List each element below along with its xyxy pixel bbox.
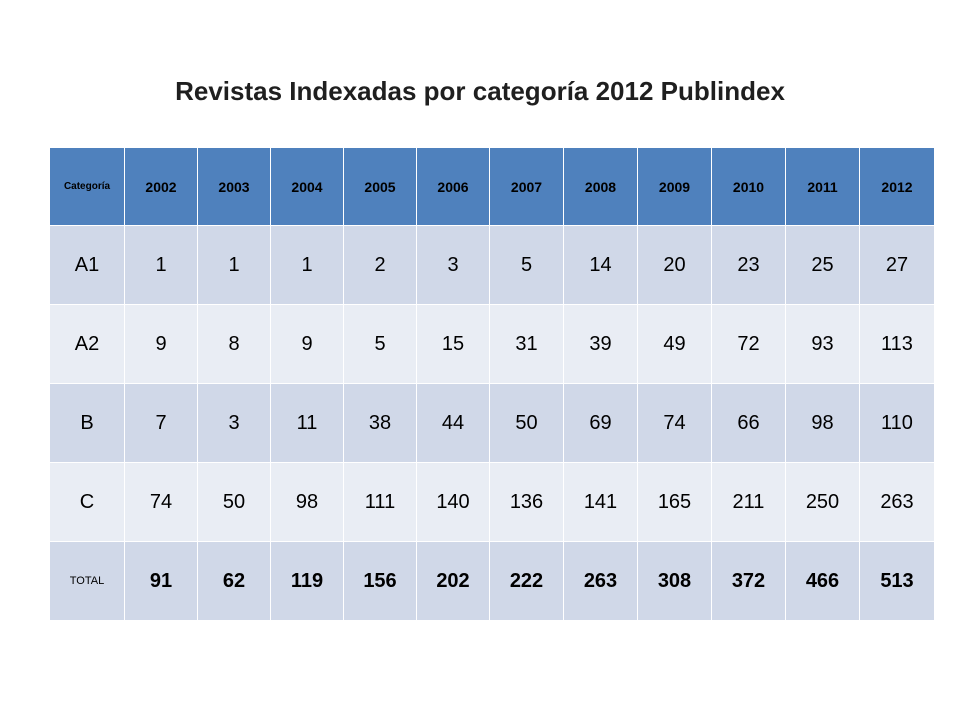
table-cell: 39 xyxy=(563,304,638,384)
table-row: C 74 50 98 111 140 136 141 165 211 250 263 xyxy=(49,462,935,542)
table-cell: 69 xyxy=(563,383,638,463)
header-year: 2004 xyxy=(270,147,344,226)
table-row: TOTAL 91 62 119 156 202 222 263 308 372 466 513 xyxy=(49,541,935,621)
table-cell: 136 xyxy=(489,462,564,542)
table-cell: 50 xyxy=(489,383,564,463)
table-cell: 308 xyxy=(637,541,712,621)
row-label: A1 xyxy=(49,225,125,305)
table-cell: 250 xyxy=(785,462,860,542)
data-table: Categoría 2002 2003 2004 2005 2006 2007 … xyxy=(49,147,935,621)
table-cell: 7 xyxy=(124,383,198,463)
table-cell: 98 xyxy=(785,383,860,463)
chart-title: Revistas Indexadas por categoría 2012 Pu… xyxy=(175,76,785,106)
table-cell: 113 xyxy=(859,304,935,384)
table-cell: 140 xyxy=(416,462,490,542)
header-row: Categoría 2002 2003 2004 2005 2006 2007 … xyxy=(49,147,935,226)
table-cell: 72 xyxy=(711,304,786,384)
table-cell: 31 xyxy=(489,304,564,384)
table-cell: 93 xyxy=(785,304,860,384)
table-cell: 165 xyxy=(637,462,712,542)
table-cell: 14 xyxy=(563,225,638,305)
header-year: 2006 xyxy=(416,147,490,226)
table-cell: 66 xyxy=(711,383,786,463)
table-cell: 513 xyxy=(859,541,935,621)
table-cell: 3 xyxy=(197,383,271,463)
table-cell: 119 xyxy=(270,541,344,621)
table-cell: 74 xyxy=(637,383,712,463)
table-cell: 98 xyxy=(270,462,344,542)
table-cell: 263 xyxy=(859,462,935,542)
table-cell: 156 xyxy=(343,541,417,621)
table-cell: 5 xyxy=(489,225,564,305)
table-cell: 211 xyxy=(711,462,786,542)
row-label: C xyxy=(49,462,125,542)
table-row: A1 1 1 1 2 3 5 14 20 23 25 27 xyxy=(49,225,935,305)
table-cell: 44 xyxy=(416,383,490,463)
table-cell: 15 xyxy=(416,304,490,384)
table-cell: 1 xyxy=(197,225,271,305)
table-cell: 91 xyxy=(124,541,198,621)
table-row: B 7 3 11 38 44 50 69 74 66 98 110 xyxy=(49,383,935,463)
table-cell: 25 xyxy=(785,225,860,305)
table-cell: 49 xyxy=(637,304,712,384)
header-year: 2010 xyxy=(711,147,786,226)
table-cell: 23 xyxy=(711,225,786,305)
table-cell: 1 xyxy=(270,225,344,305)
table-cell: 11 xyxy=(270,383,344,463)
header-year: 2005 xyxy=(343,147,417,226)
table-cell: 38 xyxy=(343,383,417,463)
header-year: 2002 xyxy=(124,147,198,226)
table-cell: 111 xyxy=(343,462,417,542)
table-cell: 27 xyxy=(859,225,935,305)
header-year: 2003 xyxy=(197,147,271,226)
table-cell: 110 xyxy=(859,383,935,463)
table-cell: 5 xyxy=(343,304,417,384)
table-cell: 1 xyxy=(124,225,198,305)
table-cell: 3 xyxy=(416,225,490,305)
table-cell: 8 xyxy=(197,304,271,384)
table-cell: 222 xyxy=(489,541,564,621)
table-cell: 62 xyxy=(197,541,271,621)
table-cell: 141 xyxy=(563,462,638,542)
header-category: Categoría xyxy=(49,147,125,226)
row-label: A2 xyxy=(49,304,125,384)
table-cell: 9 xyxy=(270,304,344,384)
table-cell: 20 xyxy=(637,225,712,305)
header-year: 2009 xyxy=(637,147,712,226)
table-cell: 2 xyxy=(343,225,417,305)
table-row: A2 9 8 9 5 15 31 39 49 72 93 113 xyxy=(49,304,935,384)
table-cell: 74 xyxy=(124,462,198,542)
header-year: 2011 xyxy=(785,147,860,226)
row-label: B xyxy=(49,383,125,463)
table-cell: 466 xyxy=(785,541,860,621)
table-cell: 372 xyxy=(711,541,786,621)
header-year: 2007 xyxy=(489,147,564,226)
row-label: TOTAL xyxy=(49,541,125,621)
header-year: 2012 xyxy=(859,147,935,226)
table-cell: 202 xyxy=(416,541,490,621)
table-cell: 9 xyxy=(124,304,198,384)
header-year: 2008 xyxy=(563,147,638,226)
table-cell: 263 xyxy=(563,541,638,621)
table-cell: 50 xyxy=(197,462,271,542)
